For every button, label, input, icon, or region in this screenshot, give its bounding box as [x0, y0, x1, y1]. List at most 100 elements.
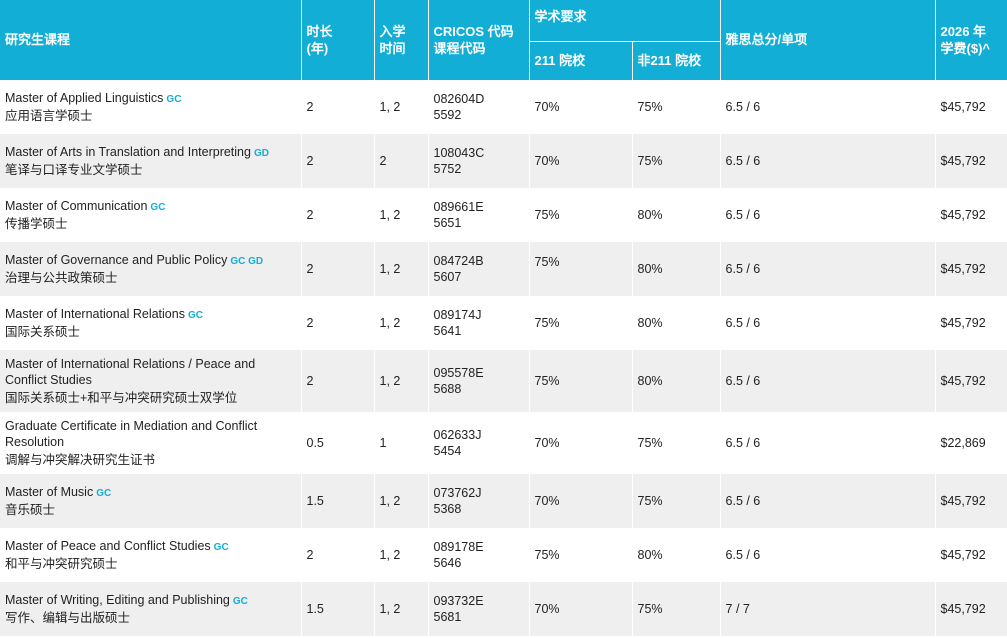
program-cell: Graduate Certificate in Mediation and Co… — [0, 412, 302, 474]
intake-cell: 1, 2 — [374, 188, 429, 242]
program-cell: Master of Communication GC 传播学硕士 — [0, 188, 302, 242]
duration-cell: 1.5 — [301, 582, 375, 636]
ielts-cell: 6.5 / 6 — [720, 242, 936, 296]
course-code: 5688 — [433, 382, 462, 396]
cricos-code: 084724B — [433, 254, 484, 268]
cricos-code: 095578E — [433, 366, 484, 380]
fee-cell: $45,792 — [935, 582, 1007, 636]
table-row: Master of Arts in Translation and Interp… — [0, 134, 1007, 188]
duration-cell: 2 — [301, 134, 375, 188]
req-non211-cell: 80% — [632, 296, 721, 350]
program-tag: GC — [96, 488, 112, 499]
cricos-code: 089661E — [433, 200, 484, 214]
intake-cell: 1, 2 — [374, 474, 429, 528]
intake-cell: 1, 2 — [374, 350, 429, 412]
program-cell: Master of Governance and Public Policy GC… — [0, 242, 302, 296]
cricos-cell: 089661E 5651 — [428, 188, 530, 242]
cricos-cell: 093732E 5681 — [428, 582, 530, 636]
fee-cell: $45,792 — [935, 134, 1007, 188]
req-non211-cell: 80% — [632, 350, 721, 412]
header-fee: 2026 年 学费($)^ — [935, 0, 1007, 81]
header-academic-requirement: 学术要求 — [529, 0, 721, 42]
cricos-cell: 089178E 5646 — [428, 528, 530, 582]
req-non211-cell: 80% — [632, 242, 721, 296]
fee-cell: $45,792 — [935, 474, 1007, 528]
fee-cell: $45,792 — [935, 188, 1007, 242]
program-name-en: Master of Peace and Conflict Studies — [5, 539, 211, 553]
program-tag: GC — [232, 596, 248, 607]
header-non211: 非211 院校 — [632, 41, 721, 81]
duration-cell: 2 — [301, 188, 375, 242]
program-name-cn: 音乐硕士 — [5, 503, 56, 517]
program-cell: Master of Arts in Translation and Interp… — [0, 134, 302, 188]
program-cell: Master of International Relations GC 国际关系硕… — [0, 296, 302, 350]
program-name-cn: 国际关系硕士+和平与冲突研究硕士双学位 — [5, 391, 238, 405]
course-code: 5752 — [433, 162, 462, 176]
program-name-cn: 调解与冲突解决研究生证书 — [5, 453, 156, 467]
program-tag: GC — [213, 542, 229, 553]
fee-cell: $45,792 — [935, 296, 1007, 350]
table-row: Master of Communication GC 传播学硕士 2 1, 2 08966… — [0, 188, 1007, 242]
req-non211-cell: 80% — [632, 188, 721, 242]
course-code: 5607 — [433, 270, 462, 284]
header-intake: 入学 时间 — [374, 0, 429, 81]
table-row: Master of International Relations / Peac… — [0, 350, 1007, 412]
table-row: Master of Applied Linguistics GC 应用语言学硕士 2 1… — [0, 80, 1007, 134]
req-211-cell: 75% — [529, 296, 633, 350]
fee-cell: $45,792 — [935, 528, 1007, 582]
course-code: 5454 — [433, 444, 462, 458]
duration-cell: 2 — [301, 528, 375, 582]
ielts-cell: 7 / 7 — [720, 582, 936, 636]
ielts-cell: 6.5 / 6 — [720, 80, 936, 134]
course-code: 5651 — [433, 216, 462, 230]
program-cell: Master of Applied Linguistics GC 应用语言学硕士 — [0, 80, 302, 134]
cricos-code: 089174J — [433, 308, 482, 322]
program-name-en: Graduate Certificate in Mediation and Co… — [5, 419, 258, 449]
duration-cell: 0.5 — [301, 412, 375, 474]
cricos-code: 082604D — [433, 92, 485, 107]
ielts-cell: 6.5 / 6 — [720, 188, 936, 242]
program-name-en: Master of Music — [5, 485, 94, 499]
program-name-cn: 笔译与口译专业文学硕士 — [5, 163, 143, 177]
program-tag: GC — [187, 310, 203, 321]
course-code: 5641 — [433, 324, 462, 338]
program-tag: GC — [150, 202, 166, 213]
program-cell: Master of Writing, Editing and Publishin… — [0, 582, 302, 636]
duration-cell: 2 — [301, 296, 375, 350]
header-ielts: 雅思总分/单项 — [720, 0, 936, 81]
program-tag: GC — [166, 94, 182, 106]
table-row: Master of Governance and Public Policy GC… — [0, 242, 1007, 296]
req-211-cell: 75% — [529, 350, 633, 412]
req-211-cell: 70% — [529, 412, 633, 474]
fee-cell: $45,792 — [935, 242, 1007, 296]
ielts-cell: 6.5 / 6 — [720, 350, 936, 412]
program-name-cn: 和平与冲突研究硕士 — [5, 557, 118, 571]
program-name-cn: 写作、编辑与出版硕士 — [5, 611, 131, 625]
req-non211-cell: 75% — [632, 412, 721, 474]
req-non211-cell: 75% — [632, 474, 721, 528]
table-row: Graduate Certificate in Mediation and Co… — [0, 412, 1007, 474]
program-name-en: Master of Applied Linguistics — [5, 91, 164, 106]
duration-cell: 2 — [301, 80, 375, 134]
program-name-en: Master of International Relations / Peac… — [5, 357, 256, 387]
intake-cell: 2 — [374, 134, 429, 188]
req-non211-cell: 80% — [632, 528, 721, 582]
program-cell: Master of Peace and Conflict Studies GC 和平… — [0, 528, 302, 582]
intake-cell: 1, 2 — [374, 582, 429, 636]
header-cricos: CRICOS 代码 课程代码 — [428, 0, 530, 81]
ielts-cell: 6.5 / 6 — [720, 296, 936, 350]
course-code: 5646 — [433, 556, 462, 570]
program-name-en: Master of Writing, Editing and Publishin… — [5, 593, 230, 607]
cricos-code: 089178E — [433, 540, 484, 554]
ielts-cell: 6.5 / 6 — [720, 474, 936, 528]
table-row: Master of Writing, Editing and Publishin… — [0, 582, 1007, 636]
program-cell: Master of Music GC 音乐硕士 — [0, 474, 302, 528]
req-211-cell: 75% — [529, 242, 633, 296]
ielts-cell: 6.5 / 6 — [720, 134, 936, 188]
cricos-cell: 062633J 5454 — [428, 412, 530, 474]
req-211-cell: 75% — [529, 528, 633, 582]
cricos-code: 062633J — [433, 428, 482, 442]
program-name-en: Master of Communication — [5, 199, 148, 213]
program-tag: GC GD — [230, 256, 264, 267]
